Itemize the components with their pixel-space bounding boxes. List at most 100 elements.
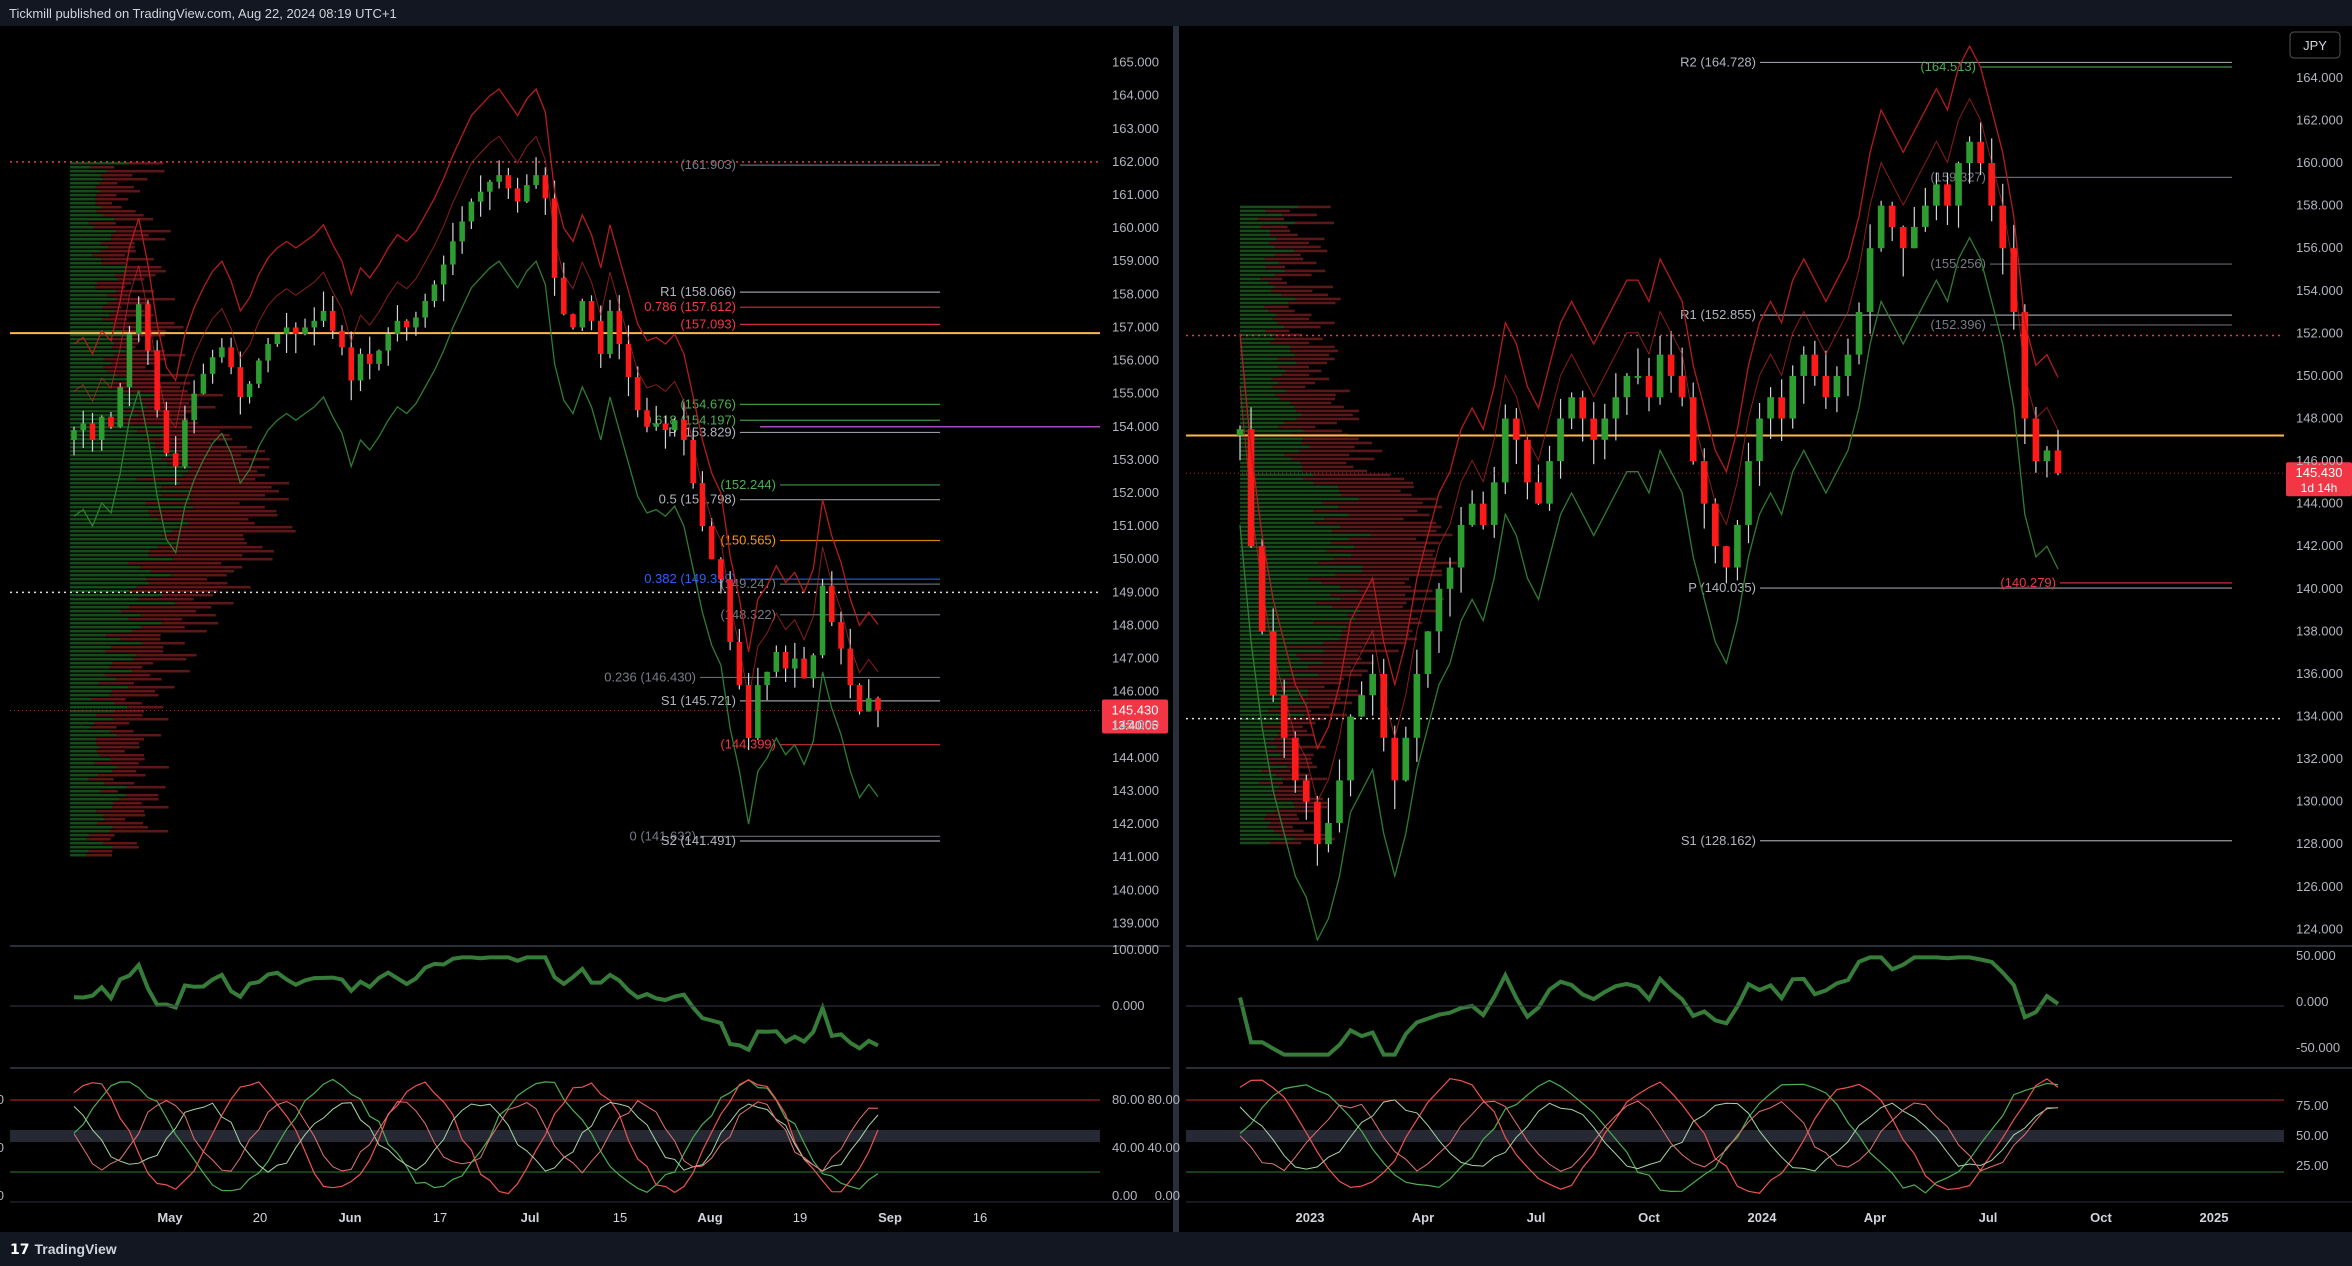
volume-bar-up — [70, 529, 172, 533]
volume-bar-up — [70, 445, 156, 449]
candle-body — [1767, 397, 1774, 419]
stoch-line — [1239, 1078, 2059, 1194]
candle-body — [487, 181, 493, 192]
volume-bar-up — [1240, 309, 1269, 313]
volume-bar-down — [96, 209, 136, 213]
time-tick-label: 19 — [793, 1210, 807, 1225]
price-tick-label: 132.000 — [2296, 751, 2343, 766]
volume-bar-down — [1303, 429, 1342, 433]
tradingview-logo[interactable]: 17 TradingView — [10, 1241, 117, 1258]
volume-bar-up — [70, 725, 91, 729]
price-tick-label: 164.000 — [1112, 88, 1159, 103]
price-tick-label: 148.000 — [2296, 411, 2343, 426]
price-tick-label: 140.000 — [1112, 882, 1159, 897]
stoch-midband — [1186, 1130, 2284, 1142]
price-tick-label: 128.000 — [2296, 836, 2343, 851]
time-tick-label: Jul — [1979, 1210, 1998, 1225]
volume-bar-up — [70, 669, 133, 673]
candle-body — [1568, 397, 1575, 419]
price-level-label: P (140.035) — [1688, 580, 1756, 595]
candle-body — [2021, 312, 2029, 419]
volume-bar-up — [70, 485, 162, 489]
volume-bar-down — [109, 693, 159, 697]
candle-body — [1380, 673, 1388, 738]
volume-bar-down — [127, 705, 164, 709]
volume-bar-up — [1240, 681, 1288, 685]
volume-bar-up — [70, 789, 101, 793]
price-tick-label: 156.000 — [2296, 240, 2343, 255]
candle-body — [283, 327, 290, 335]
volume-bar-up — [70, 393, 156, 397]
volume-bar-down — [1347, 613, 1412, 617]
volume-bar-up — [1240, 237, 1277, 241]
volume-bar-down — [1333, 557, 1436, 561]
volume-bar-up — [1240, 409, 1297, 413]
volume-bar-up — [70, 369, 108, 373]
volume-bar-up — [1240, 341, 1271, 345]
volume-bar-up — [1240, 653, 1297, 657]
price-tick-label: 142.000 — [1112, 816, 1159, 831]
volume-bar-down — [94, 721, 130, 725]
volume-bar-up — [1240, 725, 1263, 729]
volume-bar-down — [1265, 265, 1286, 269]
volume-bar-up — [1240, 721, 1282, 725]
volume-bar-up — [70, 537, 168, 541]
right-chart-pane[interactable]: R2 (164.728)(164.513)(159.327)(155.256)R… — [1147, 31, 2352, 1225]
volume-bar-down — [1346, 625, 1409, 629]
volume-bar-up — [1240, 337, 1275, 341]
volume-bar-down — [1354, 545, 1426, 549]
volume-bar-down — [103, 365, 146, 369]
volume-bar-up — [1240, 661, 1323, 665]
volume-bar-up — [1240, 405, 1295, 409]
volume-bar-down — [114, 341, 139, 345]
candle-body — [200, 373, 207, 394]
candle-body — [1623, 375, 1631, 398]
candle-body — [1424, 631, 1432, 674]
volume-bar-up — [70, 689, 112, 693]
volume-bar-up — [70, 365, 104, 369]
candle-body — [1247, 429, 1255, 547]
volume-bar-up — [70, 477, 137, 481]
volume-bar-down — [110, 829, 168, 833]
candle-body — [274, 334, 281, 344]
volume-bar-down — [1284, 453, 1350, 457]
volume-bar-down — [1340, 597, 1444, 601]
volume-bar-down — [146, 405, 216, 409]
candle-body — [145, 304, 151, 351]
volume-bar-down — [1290, 401, 1331, 405]
candle-body — [764, 671, 770, 686]
volume-bar-up — [70, 301, 108, 305]
volume-bar-down — [99, 753, 145, 757]
price-tick-label: 134.000 — [2296, 709, 2343, 724]
candle-body — [2032, 418, 2040, 462]
volume-bar-up — [70, 305, 103, 309]
volume-bar-up — [70, 525, 179, 529]
volume-bar-up — [70, 173, 102, 177]
volume-bar-up — [70, 685, 129, 689]
volume-bar-down — [112, 825, 149, 829]
volume-bar-up — [1240, 289, 1271, 293]
volume-bar-down — [107, 293, 130, 297]
candle-body — [1236, 429, 1244, 436]
candle-body — [413, 317, 419, 328]
candle-body — [1656, 354, 1664, 398]
volume-bar-up — [70, 169, 107, 173]
volume-bar-down — [113, 701, 142, 705]
candle-body — [89, 423, 96, 441]
volume-bar-down — [1283, 677, 1345, 681]
left-chart-pane[interactable]: (161.903) 0.786 (157.612)R1 (158.066) (157… — [0, 55, 1170, 1225]
stoch-tick-right: 0.00 — [1112, 1188, 1137, 1203]
volume-bar-down — [1275, 393, 1336, 397]
volume-bar-down — [1318, 673, 1363, 677]
price-level-label: (148.322) — [720, 607, 776, 622]
volume-bar-up — [70, 749, 97, 753]
volume-bar-up — [1240, 485, 1339, 489]
volume-bar-up — [1240, 305, 1264, 309]
volume-bar-down — [1303, 477, 1404, 481]
volume-bar-down — [113, 709, 145, 713]
volume-bar-up — [70, 257, 102, 261]
volume-bar-down — [1290, 345, 1335, 349]
volume-bar-down — [1371, 533, 1453, 537]
price-level-label: 0.5 (151.798) — [659, 492, 736, 507]
volume-bar-up — [70, 281, 98, 285]
